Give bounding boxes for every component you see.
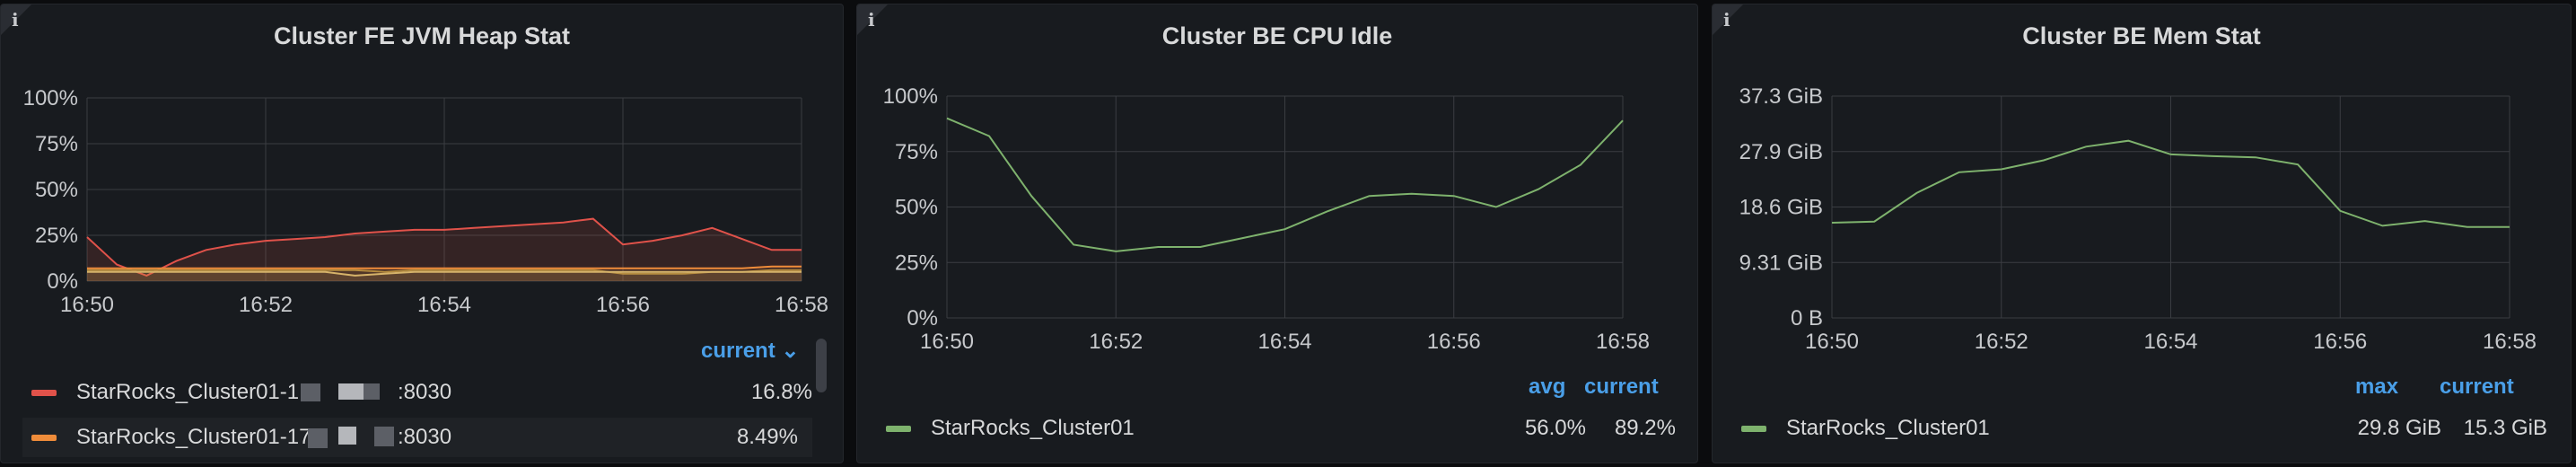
y-tick-label: 9.31 GiB	[1739, 251, 1823, 275]
x-tick-label: 16:52	[1089, 330, 1143, 354]
x-tick-label: 16:50	[1805, 330, 1859, 354]
y-tick-label: 25%	[35, 224, 78, 248]
legend-sort-current[interactable]: current ⌄	[701, 339, 800, 363]
legend-sort-current[interactable]: current	[1584, 374, 1659, 399]
legend-swatch	[31, 389, 57, 396]
series-line[interactable]	[86, 217, 802, 277]
legend-series-port: :8030	[398, 380, 452, 404]
x-tick-label: 16:58	[1596, 330, 1650, 354]
legend-current-value: 15.3 GiB	[2463, 416, 2547, 440]
series-line[interactable]	[87, 265, 802, 269]
legend-scrollbar[interactable]	[816, 339, 827, 392]
panel-fe-jvm-heap[interactable]: i Cluster FE JVM Heap Stat 0% 25% 50% 75% 10…	[0, 4, 844, 463]
info-icon[interactable]: i	[1723, 9, 1730, 31]
x-tick-label: 16:56	[2313, 330, 2367, 354]
y-tick-label: 0%	[907, 306, 938, 330]
redaction-block	[308, 428, 328, 448]
y-tick-label: 75%	[895, 140, 938, 164]
panel-title[interactable]: Cluster FE JVM Heap Stat	[273, 22, 571, 49]
legend-item[interactable]: StarRocks_Cluster01-17 :8030 8.49%	[22, 418, 812, 457]
legend-sort-current[interactable]: current	[2440, 374, 2514, 399]
mem-stat-chart[interactable]: 0 B 9.31 GiB 18.6 GiB 27.9 GiB 37.3 GiB 16:50…	[1713, 4, 2572, 364]
info-corner	[1, 4, 31, 35]
legend-series-name: StarRocks_Cluster01-17	[76, 425, 311, 449]
panel-be-mem-stat[interactable]: i Cluster BE Mem Stat 0 B 9.31 GiB 18.6 Gi…	[1712, 4, 2572, 463]
y-tick-label: 0 B	[1791, 306, 1823, 330]
x-tick-label: 16:54	[417, 293, 471, 317]
legend-item[interactable]: StarRocks_Cluster01 29.8 GiB 15.3 GiB	[1741, 409, 2547, 448]
x-tick-label: 16:50	[60, 293, 114, 317]
series-area	[87, 271, 802, 281]
series-area	[87, 218, 802, 281]
legend-sort-avg[interactable]: avg	[1529, 374, 1566, 399]
y-tick-label: 50%	[35, 178, 78, 202]
legend-sort-max[interactable]: max	[2355, 374, 2399, 399]
legend-swatch	[1741, 425, 1766, 432]
x-tick-label: 16:56	[1427, 330, 1481, 354]
redaction-block	[364, 383, 380, 400]
x-tick-label: 16:54	[2143, 330, 2197, 354]
redaction-block	[338, 383, 364, 400]
y-tick-label: 100%	[883, 84, 938, 109]
panel-title[interactable]: Cluster BE Mem Stat	[2022, 22, 2261, 49]
y-tick-label: 18.6 GiB	[1739, 196, 1823, 220]
legend-current-value: 16.8%	[750, 380, 812, 404]
series-line[interactable]	[87, 270, 802, 277]
legend-series-name: StarRocks_Cluster01-1	[76, 380, 300, 404]
series-line[interactable]	[1831, 139, 2510, 228]
legend-series-name: StarRocks_Cluster01	[1786, 416, 1990, 440]
legend-current-value: 89.2%	[1614, 416, 1676, 440]
series-line[interactable]	[87, 269, 802, 275]
legend-item[interactable]: StarRocks_Cluster01-1 :8030 16.8%	[31, 373, 812, 412]
legend-max-value: 29.8 GiB	[2357, 416, 2441, 440]
legend-swatch	[886, 425, 911, 432]
redaction-block	[374, 427, 394, 446]
x-tick-label: 16:58	[775, 293, 828, 317]
y-tick-label: 37.3 GiB	[1739, 84, 1823, 109]
x-tick-label: 16:52	[1975, 330, 2028, 354]
y-tick-label: 75%	[35, 132, 78, 156]
y-tick-label: 27.9 GiB	[1739, 140, 1823, 164]
series-area	[87, 269, 802, 281]
panel-title[interactable]: Cluster BE CPU Idle	[1161, 22, 1393, 49]
x-tick-label: 16:58	[2483, 330, 2537, 354]
legend-series-name: StarRocks_Cluster01	[931, 416, 1135, 440]
y-tick-label: 0%	[47, 269, 78, 294]
y-tick-label: 25%	[895, 251, 938, 275]
redaction-block	[301, 383, 320, 401]
cpu-idle-chart[interactable]: 0% 25% 50% 75% 100% 16:50 16:52 16:54 16:56 16:58	[857, 4, 1698, 364]
info-corner	[1713, 4, 1743, 35]
info-icon[interactable]: i	[12, 9, 19, 31]
y-tick-label: 100%	[23, 86, 78, 110]
legend-current-value: 8.49%	[736, 425, 798, 449]
x-tick-label: 16:50	[920, 330, 974, 354]
legend-item[interactable]: StarRocks_Cluster01 56.0% 89.2%	[886, 409, 1676, 448]
legend-swatch	[31, 434, 57, 441]
redaction-block	[338, 427, 356, 445]
x-tick-label: 16:56	[596, 293, 650, 317]
panel-be-cpu-idle[interactable]: i Cluster BE CPU Idle 0% 25% 50% 75% 100% 16:…	[856, 4, 1698, 463]
legend-series-port: :8030	[398, 425, 452, 449]
legend-avg-value: 56.0%	[1524, 416, 1586, 440]
x-tick-label: 16:54	[1257, 330, 1311, 354]
x-tick-label: 16:52	[239, 293, 293, 317]
info-corner	[857, 4, 888, 35]
y-tick-label: 50%	[895, 196, 938, 220]
series-line[interactable]	[946, 117, 1624, 252]
info-icon[interactable]: i	[868, 9, 875, 31]
jvm-heap-chart[interactable]: 0% 25% 50% 75% 100% 16:50 16:52 16:54 16:56 16:58	[1, 4, 844, 317]
